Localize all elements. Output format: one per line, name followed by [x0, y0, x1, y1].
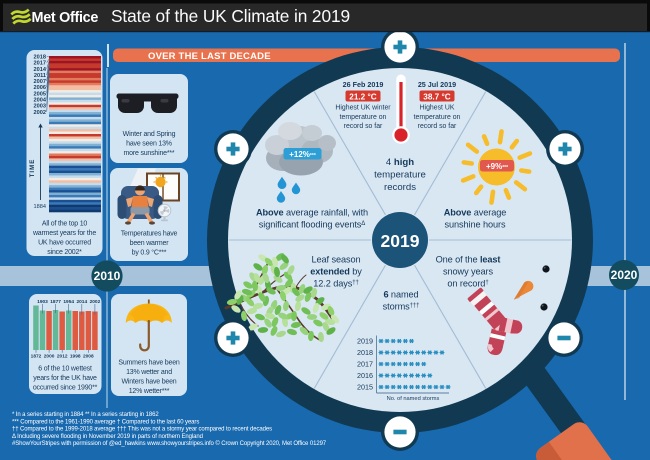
svg-text:snowy years: snowy years	[443, 267, 493, 277]
svg-text:13% wetter and: 13% wetter and	[126, 369, 172, 376]
svg-text:†† Compared to the 1999-2018 a: †† Compared to the 1999-2018 average †††…	[12, 427, 272, 433]
svg-text:2008: 2008	[83, 354, 94, 360]
svg-text:since 2002*: since 2002*	[47, 249, 82, 256]
svg-text:years for the UK have: years for the UK have	[33, 375, 97, 382]
svg-text:temperature on: temperature on	[414, 114, 461, 121]
svg-text:record so far: record so far	[344, 123, 383, 130]
svg-text:sunshine hours: sunshine hours	[445, 220, 506, 230]
svg-text:2006: 2006	[34, 85, 46, 91]
svg-text:extended by: extended by	[310, 267, 362, 277]
svg-text:26 Feb 2019: 26 Feb 2019	[343, 80, 384, 89]
svg-text:TIME: TIME	[29, 159, 36, 178]
svg-text:2017: 2017	[357, 359, 373, 368]
svg-text:more sunshine***: more sunshine***	[124, 150, 175, 157]
svg-text:2005: 2005	[34, 91, 46, 97]
svg-text:2004: 2004	[34, 98, 47, 104]
svg-text:Winter and Spring: Winter and Spring	[123, 131, 176, 138]
svg-text:2000: 2000	[44, 354, 55, 360]
svg-text:2003: 2003	[34, 104, 46, 110]
svg-text:storms†††: storms†††	[383, 302, 420, 312]
svg-text:Above average rainfall, with: Above average rainfall, with	[256, 208, 368, 218]
svg-text:2002: 2002	[34, 110, 46, 116]
svg-text:Above average: Above average	[444, 208, 507, 218]
svg-text:#ShowYourStripes with permissi: #ShowYourStripes with permission of @ed_…	[12, 440, 327, 447]
svg-text:Winters have been: Winters have been	[122, 379, 177, 386]
svg-text:2014: 2014	[76, 299, 87, 305]
svg-text:2015: 2015	[357, 382, 373, 391]
svg-text:2018: 2018	[34, 55, 46, 61]
svg-text:1998: 1998	[70, 354, 81, 360]
svg-text:2014: 2014	[34, 67, 47, 73]
svg-text:UK have occurred: UK have occurred	[38, 240, 91, 247]
svg-text:2020: 2020	[611, 268, 638, 282]
svg-text:occurred since 1990**: occurred since 1990**	[33, 385, 98, 392]
svg-text:2019: 2019	[357, 336, 373, 345]
svg-text:6 of the 10 wettest: 6 of the 10 wettest	[38, 366, 92, 373]
svg-text:Highest UK: Highest UK	[420, 105, 455, 112]
svg-text:record so far: record so far	[418, 123, 457, 130]
svg-text:1872: 1872	[31, 354, 42, 360]
svg-text:Temperatures have: Temperatures have	[121, 231, 178, 238]
svg-text:2011: 2011	[34, 73, 46, 79]
svg-text:2018: 2018	[357, 348, 373, 357]
svg-text:No. of named storms: No. of named storms	[387, 396, 440, 402]
svg-text:4 high: 4 high	[386, 157, 414, 168]
svg-text:25 Jul 2019: 25 Jul 2019	[418, 80, 456, 89]
svg-text:12.2 days††: 12.2 days††	[313, 279, 358, 289]
svg-text:2007: 2007	[34, 79, 46, 85]
svg-text:21.2 °C: 21.2 °C	[349, 92, 376, 101]
svg-text:records: records	[384, 182, 416, 193]
svg-text:1903: 1903	[37, 299, 48, 305]
svg-text:2016: 2016	[357, 371, 373, 380]
svg-text:2017: 2017	[34, 61, 46, 67]
svg-text:* In a series starting in 1884: * In a series starting in 1884 ** In a s…	[12, 412, 159, 418]
svg-text:temperature on: temperature on	[340, 114, 387, 121]
svg-text:2002: 2002	[90, 299, 101, 305]
svg-text:been warmer: been warmer	[130, 240, 170, 247]
svg-text:One of the least: One of the least	[436, 255, 501, 265]
svg-text:+9%***: +9%***	[486, 162, 508, 171]
svg-text:2019: 2019	[381, 231, 420, 251]
svg-text:1954: 1954	[63, 299, 74, 305]
svg-text:1877: 1877	[50, 299, 61, 305]
svg-text:warmest years for the: warmest years for the	[32, 230, 96, 237]
svg-text:Met Office: Met Office	[32, 10, 99, 26]
svg-text:State of the UK Climate in 201: State of the UK Climate in 2019	[111, 6, 350, 26]
svg-text:by 0.9 °C***: by 0.9 °C***	[132, 249, 167, 257]
svg-text:1884: 1884	[34, 204, 46, 210]
svg-text:All of the top 10: All of the top 10	[42, 221, 88, 228]
svg-text:on record†: on record†	[447, 279, 488, 289]
svg-text:significant flooding eventsΔ: significant flooding eventsΔ	[259, 220, 366, 230]
svg-text:Δ Including severe flooding in: Δ Including severe flooding in November …	[12, 434, 203, 440]
svg-text:+12%***: +12%***	[289, 150, 316, 159]
svg-text:38.7 °C: 38.7 °C	[423, 92, 450, 101]
svg-text:*** Compared to the 1961-1990: *** Compared to the 1961-1990 average † …	[12, 419, 199, 425]
svg-text:Summers have been: Summers have been	[118, 360, 179, 367]
svg-text:Highest UK winter: Highest UK winter	[335, 105, 391, 112]
svg-text:6 named: 6 named	[383, 290, 418, 300]
svg-text:12% wetter***: 12% wetter***	[129, 388, 170, 395]
svg-text:temperature: temperature	[374, 170, 426, 181]
svg-text:OVER THE LAST DECADE: OVER THE LAST DECADE	[148, 51, 271, 62]
svg-text:Leaf season: Leaf season	[312, 255, 361, 265]
svg-text:have seen 13%: have seen 13%	[126, 141, 172, 148]
svg-text:2012: 2012	[57, 354, 68, 360]
svg-text:2010: 2010	[94, 269, 121, 283]
